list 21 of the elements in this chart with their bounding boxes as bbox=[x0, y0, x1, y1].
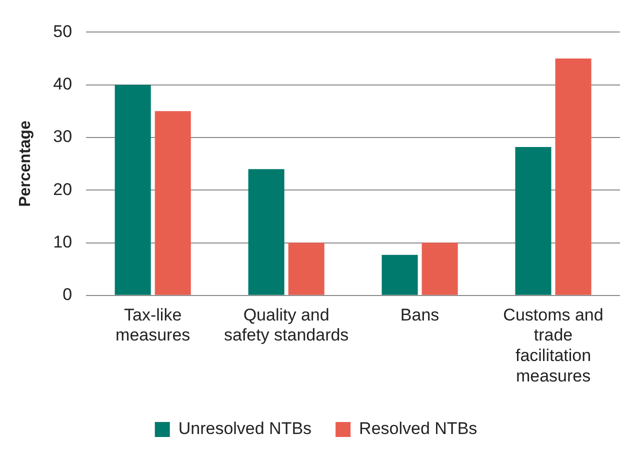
bar bbox=[288, 242, 324, 295]
y-tick-label: 40 bbox=[53, 74, 72, 94]
bar bbox=[422, 242, 458, 295]
y-tick-label: 30 bbox=[53, 127, 72, 146]
bar bbox=[515, 146, 552, 295]
y-tick-label: 20 bbox=[53, 180, 72, 199]
bar bbox=[248, 169, 284, 295]
x-tick-label: Quality and safety standards bbox=[224, 305, 349, 345]
legend-label: Unresolved NTBs bbox=[178, 419, 312, 438]
x-tick-label: Bans bbox=[400, 305, 440, 324]
bar bbox=[154, 111, 191, 295]
bar bbox=[114, 84, 151, 295]
legend-label: Resolved NTBs bbox=[359, 419, 478, 438]
x-tick-label: Customs and trade facilitation measures bbox=[503, 305, 604, 386]
x-tick-label: Tax-like measures bbox=[116, 305, 190, 345]
y-tick-label: 50 bbox=[53, 22, 72, 41]
y-tick-label: 10 bbox=[53, 232, 72, 252]
bar bbox=[555, 58, 592, 295]
y-axis-title: Percentage bbox=[17, 120, 34, 207]
y-tick-label: 0 bbox=[62, 285, 72, 304]
bar bbox=[382, 254, 418, 295]
